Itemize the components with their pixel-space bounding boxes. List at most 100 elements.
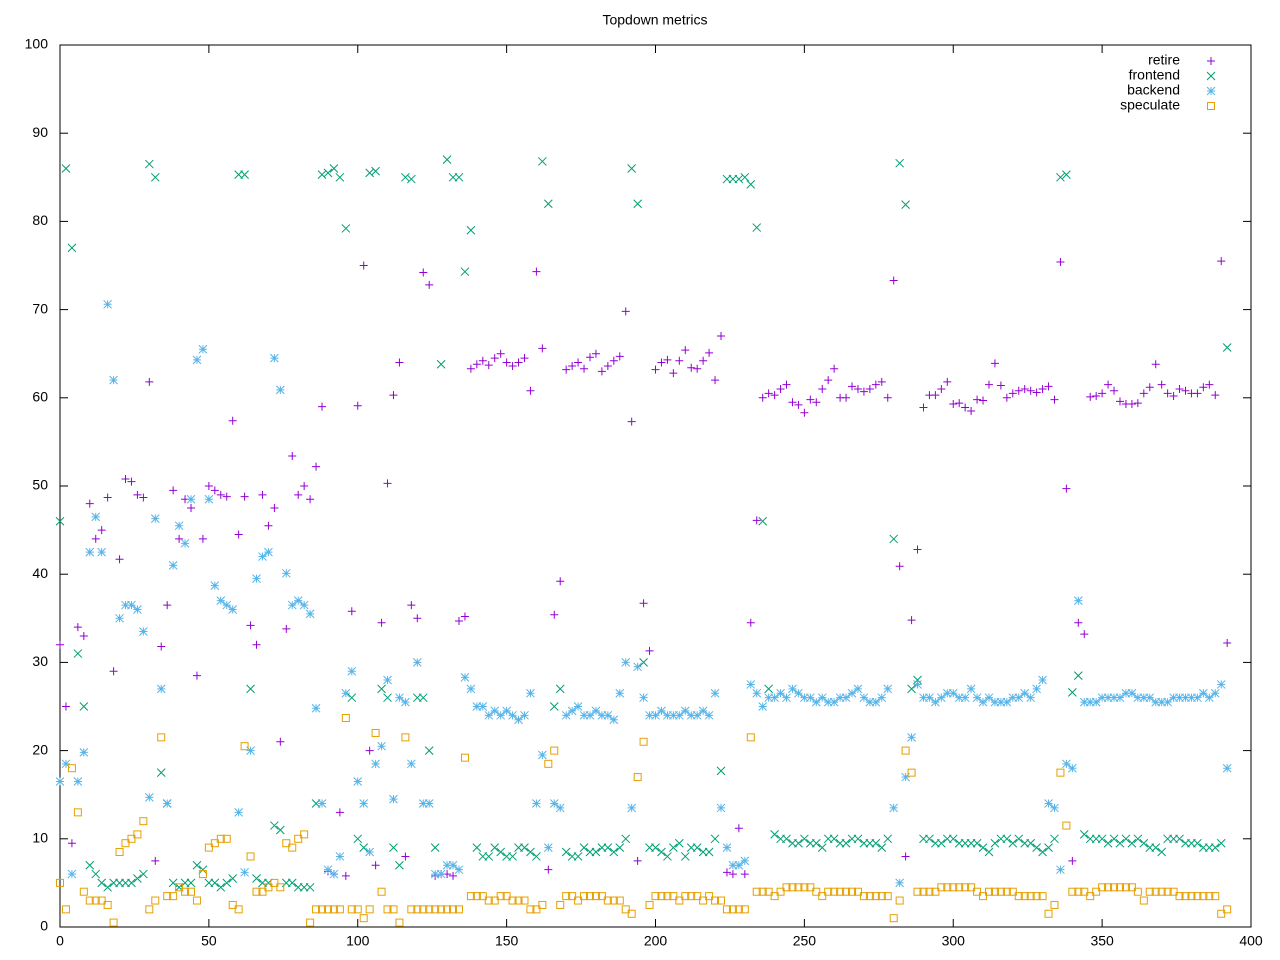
data-point	[621, 658, 631, 667]
data-point	[365, 168, 375, 178]
data-point	[97, 526, 106, 535]
data-point	[949, 883, 958, 892]
data-point	[514, 896, 523, 905]
data-point	[198, 870, 207, 879]
data-point	[282, 624, 291, 633]
data-point	[1062, 759, 1071, 769]
data-point	[556, 577, 565, 586]
data-point	[913, 887, 922, 896]
data-point	[490, 354, 499, 363]
data-point	[693, 892, 702, 901]
data-point	[842, 887, 851, 896]
data-point	[377, 741, 386, 751]
data-point	[919, 887, 928, 896]
data-point	[740, 856, 750, 866]
data-point	[288, 452, 297, 461]
data-point	[1050, 395, 1059, 404]
data-point	[877, 377, 886, 386]
data-point	[1217, 257, 1226, 266]
data-point	[639, 737, 648, 746]
data-point	[490, 706, 500, 716]
data-point	[710, 834, 720, 844]
data-point	[639, 658, 648, 667]
data-point	[246, 621, 255, 630]
data-point	[698, 706, 708, 716]
data-point	[210, 581, 220, 591]
data-point	[329, 869, 339, 879]
data-point	[502, 892, 511, 901]
data-point	[526, 688, 535, 698]
data-point	[1104, 883, 1113, 892]
data-point	[67, 869, 77, 879]
data-point	[770, 892, 779, 901]
data-point	[395, 693, 404, 703]
data-point	[335, 172, 345, 182]
data-point	[175, 534, 184, 543]
data-point	[990, 697, 1000, 707]
data-point	[1139, 896, 1148, 905]
data-point	[341, 871, 350, 880]
data-point	[580, 892, 589, 901]
data-point	[448, 860, 458, 870]
data-point	[1044, 909, 1053, 918]
data-point	[139, 627, 148, 636]
data-point	[1205, 380, 1214, 389]
data-point	[67, 839, 76, 848]
data-point	[591, 847, 601, 857]
data-point	[1020, 384, 1029, 393]
legend-label: speculate	[1120, 97, 1180, 113]
data-point	[591, 349, 600, 358]
data-point	[1175, 892, 1184, 901]
data-point	[407, 905, 416, 914]
data-point	[502, 706, 511, 716]
data-point	[371, 861, 380, 870]
data-point	[85, 896, 94, 905]
data-point	[1073, 671, 1083, 680]
data-point	[460, 612, 469, 621]
data-point	[848, 887, 857, 896]
data-point	[56, 640, 64, 649]
data-point	[67, 243, 77, 253]
data-point	[1002, 834, 1012, 844]
data-point	[401, 172, 410, 182]
data-point	[508, 896, 517, 905]
data-point	[216, 490, 225, 499]
data-point	[973, 395, 982, 404]
data-point	[472, 892, 481, 901]
data-point	[389, 794, 398, 804]
data-point	[514, 358, 523, 367]
data-point	[979, 396, 988, 405]
data-point	[198, 865, 208, 875]
data-point	[1026, 693, 1036, 703]
data-point	[1115, 397, 1124, 406]
data-point	[430, 843, 440, 852]
data-point	[1008, 887, 1017, 896]
data-point	[329, 164, 339, 173]
data-point	[1068, 887, 1077, 896]
data-point	[883, 834, 893, 844]
x-tick-label: 250	[793, 933, 817, 949]
data-point	[73, 623, 82, 632]
data-point	[859, 892, 868, 901]
data-point	[1073, 596, 1083, 606]
data-point	[996, 697, 1006, 707]
data-point	[633, 856, 642, 865]
data-point	[234, 807, 244, 817]
data-point	[1098, 883, 1107, 892]
data-point	[401, 733, 410, 742]
data-point	[520, 354, 529, 363]
data-point	[353, 834, 363, 844]
data-point	[609, 356, 618, 365]
data-point	[145, 377, 154, 386]
data-point	[61, 905, 70, 914]
x-tick-label: 50	[201, 933, 217, 949]
data-point	[669, 710, 678, 720]
data-point	[901, 852, 910, 861]
data-point	[651, 365, 660, 374]
data-point	[258, 552, 267, 561]
legend-marker	[1206, 71, 1216, 81]
data-point	[562, 365, 571, 374]
data-point	[1181, 693, 1190, 703]
